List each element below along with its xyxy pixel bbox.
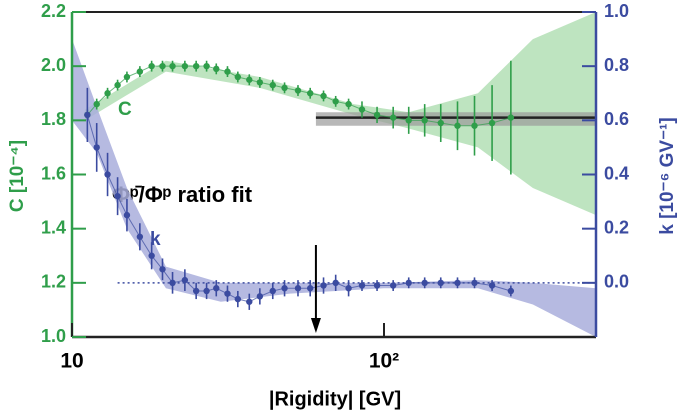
y2-tick-label: 1.0 <box>604 1 629 21</box>
data-point <box>93 144 100 151</box>
data-point <box>269 81 276 89</box>
uncertainty-band <box>72 39 596 337</box>
data-point <box>114 192 121 200</box>
data-point <box>320 92 327 100</box>
y-tick-label: 2.0 <box>41 55 66 75</box>
y2-tick-label: 0.6 <box>604 109 629 129</box>
data-point <box>256 293 264 300</box>
data-point <box>421 279 428 287</box>
data-point <box>159 266 166 273</box>
data-point <box>389 282 397 289</box>
series-line <box>86 114 511 303</box>
data-point <box>437 279 444 287</box>
data-point <box>136 233 144 240</box>
data-point <box>114 81 121 89</box>
data-point <box>373 111 381 119</box>
data-point <box>136 68 144 75</box>
data-point <box>421 117 428 124</box>
data-point <box>123 73 131 81</box>
x-tick-label: 10² <box>369 350 399 373</box>
data-point <box>181 62 189 70</box>
y2-tick-label: 0.2 <box>604 217 629 237</box>
data-point <box>405 117 412 124</box>
data-point <box>405 279 412 287</box>
series-label: C <box>118 99 132 120</box>
data-point <box>148 62 155 70</box>
data-point <box>294 285 302 292</box>
data-point <box>471 122 478 129</box>
y-tick-label: 1.2 <box>41 272 66 292</box>
data-point <box>234 73 242 81</box>
data-point <box>281 84 288 92</box>
data-point <box>169 279 176 287</box>
data-point <box>345 285 352 292</box>
annotation: Φᵖ̄/Φᵖ ratio fit <box>112 182 253 207</box>
data-point <box>358 282 366 289</box>
data-point <box>123 211 131 219</box>
data-point <box>148 252 155 259</box>
data-point <box>471 279 478 287</box>
data-point <box>306 90 314 97</box>
data-point <box>507 114 515 121</box>
data-point <box>358 106 366 113</box>
data-point <box>224 68 231 75</box>
series-label: k <box>150 229 161 250</box>
y2-tick-label: 0.0 <box>604 272 629 292</box>
data-point <box>213 65 220 73</box>
data-point <box>437 119 444 127</box>
data-point <box>159 62 166 70</box>
y-tick-label: 1.8 <box>41 109 66 129</box>
y-tick-label: 1.0 <box>41 326 66 346</box>
data-point <box>203 62 210 70</box>
y2-tick-label: 0.8 <box>604 55 629 75</box>
data-point <box>181 276 189 284</box>
data-point <box>281 285 288 292</box>
data-point <box>269 287 276 295</box>
data-point <box>345 100 352 108</box>
data-point <box>84 111 91 119</box>
y-tick-label: 2.2 <box>41 1 66 21</box>
data-point <box>332 279 339 287</box>
data-point <box>246 76 253 83</box>
data-point <box>454 279 461 287</box>
data-point <box>488 119 496 127</box>
data-point <box>488 282 496 289</box>
data-point <box>389 114 397 121</box>
data-point <box>306 285 314 292</box>
data-point <box>203 287 210 295</box>
series-line <box>86 65 511 127</box>
data-point <box>454 122 461 129</box>
data-point <box>256 79 264 86</box>
y-axis-label: C [10⁻⁴] <box>7 140 28 212</box>
data-point <box>93 100 100 108</box>
plot-area <box>72 12 596 337</box>
y-tick-label: 1.6 <box>41 163 66 183</box>
x-axis-label: |Rigidity| [GV] <box>269 388 401 410</box>
data-point <box>192 62 200 70</box>
fit-band <box>315 112 596 126</box>
data-point <box>373 282 381 289</box>
x-tick-label: 10 <box>60 350 83 373</box>
data-point <box>507 287 515 295</box>
arrow-head <box>310 318 321 333</box>
y-tick-label: 1.4 <box>41 217 66 237</box>
y2-tick-label: 0.4 <box>604 163 629 183</box>
y2-axis-label: k [10⁻⁶ GV⁻¹] <box>657 117 678 235</box>
data-point <box>332 98 339 105</box>
data-point <box>234 295 242 303</box>
data-point <box>104 90 111 97</box>
data-point <box>224 290 231 297</box>
data-point <box>246 298 253 305</box>
data-point <box>192 287 200 295</box>
data-point <box>104 171 111 178</box>
data-point <box>169 62 176 70</box>
data-point <box>320 282 327 289</box>
data-point <box>213 285 220 292</box>
data-point <box>294 87 302 94</box>
